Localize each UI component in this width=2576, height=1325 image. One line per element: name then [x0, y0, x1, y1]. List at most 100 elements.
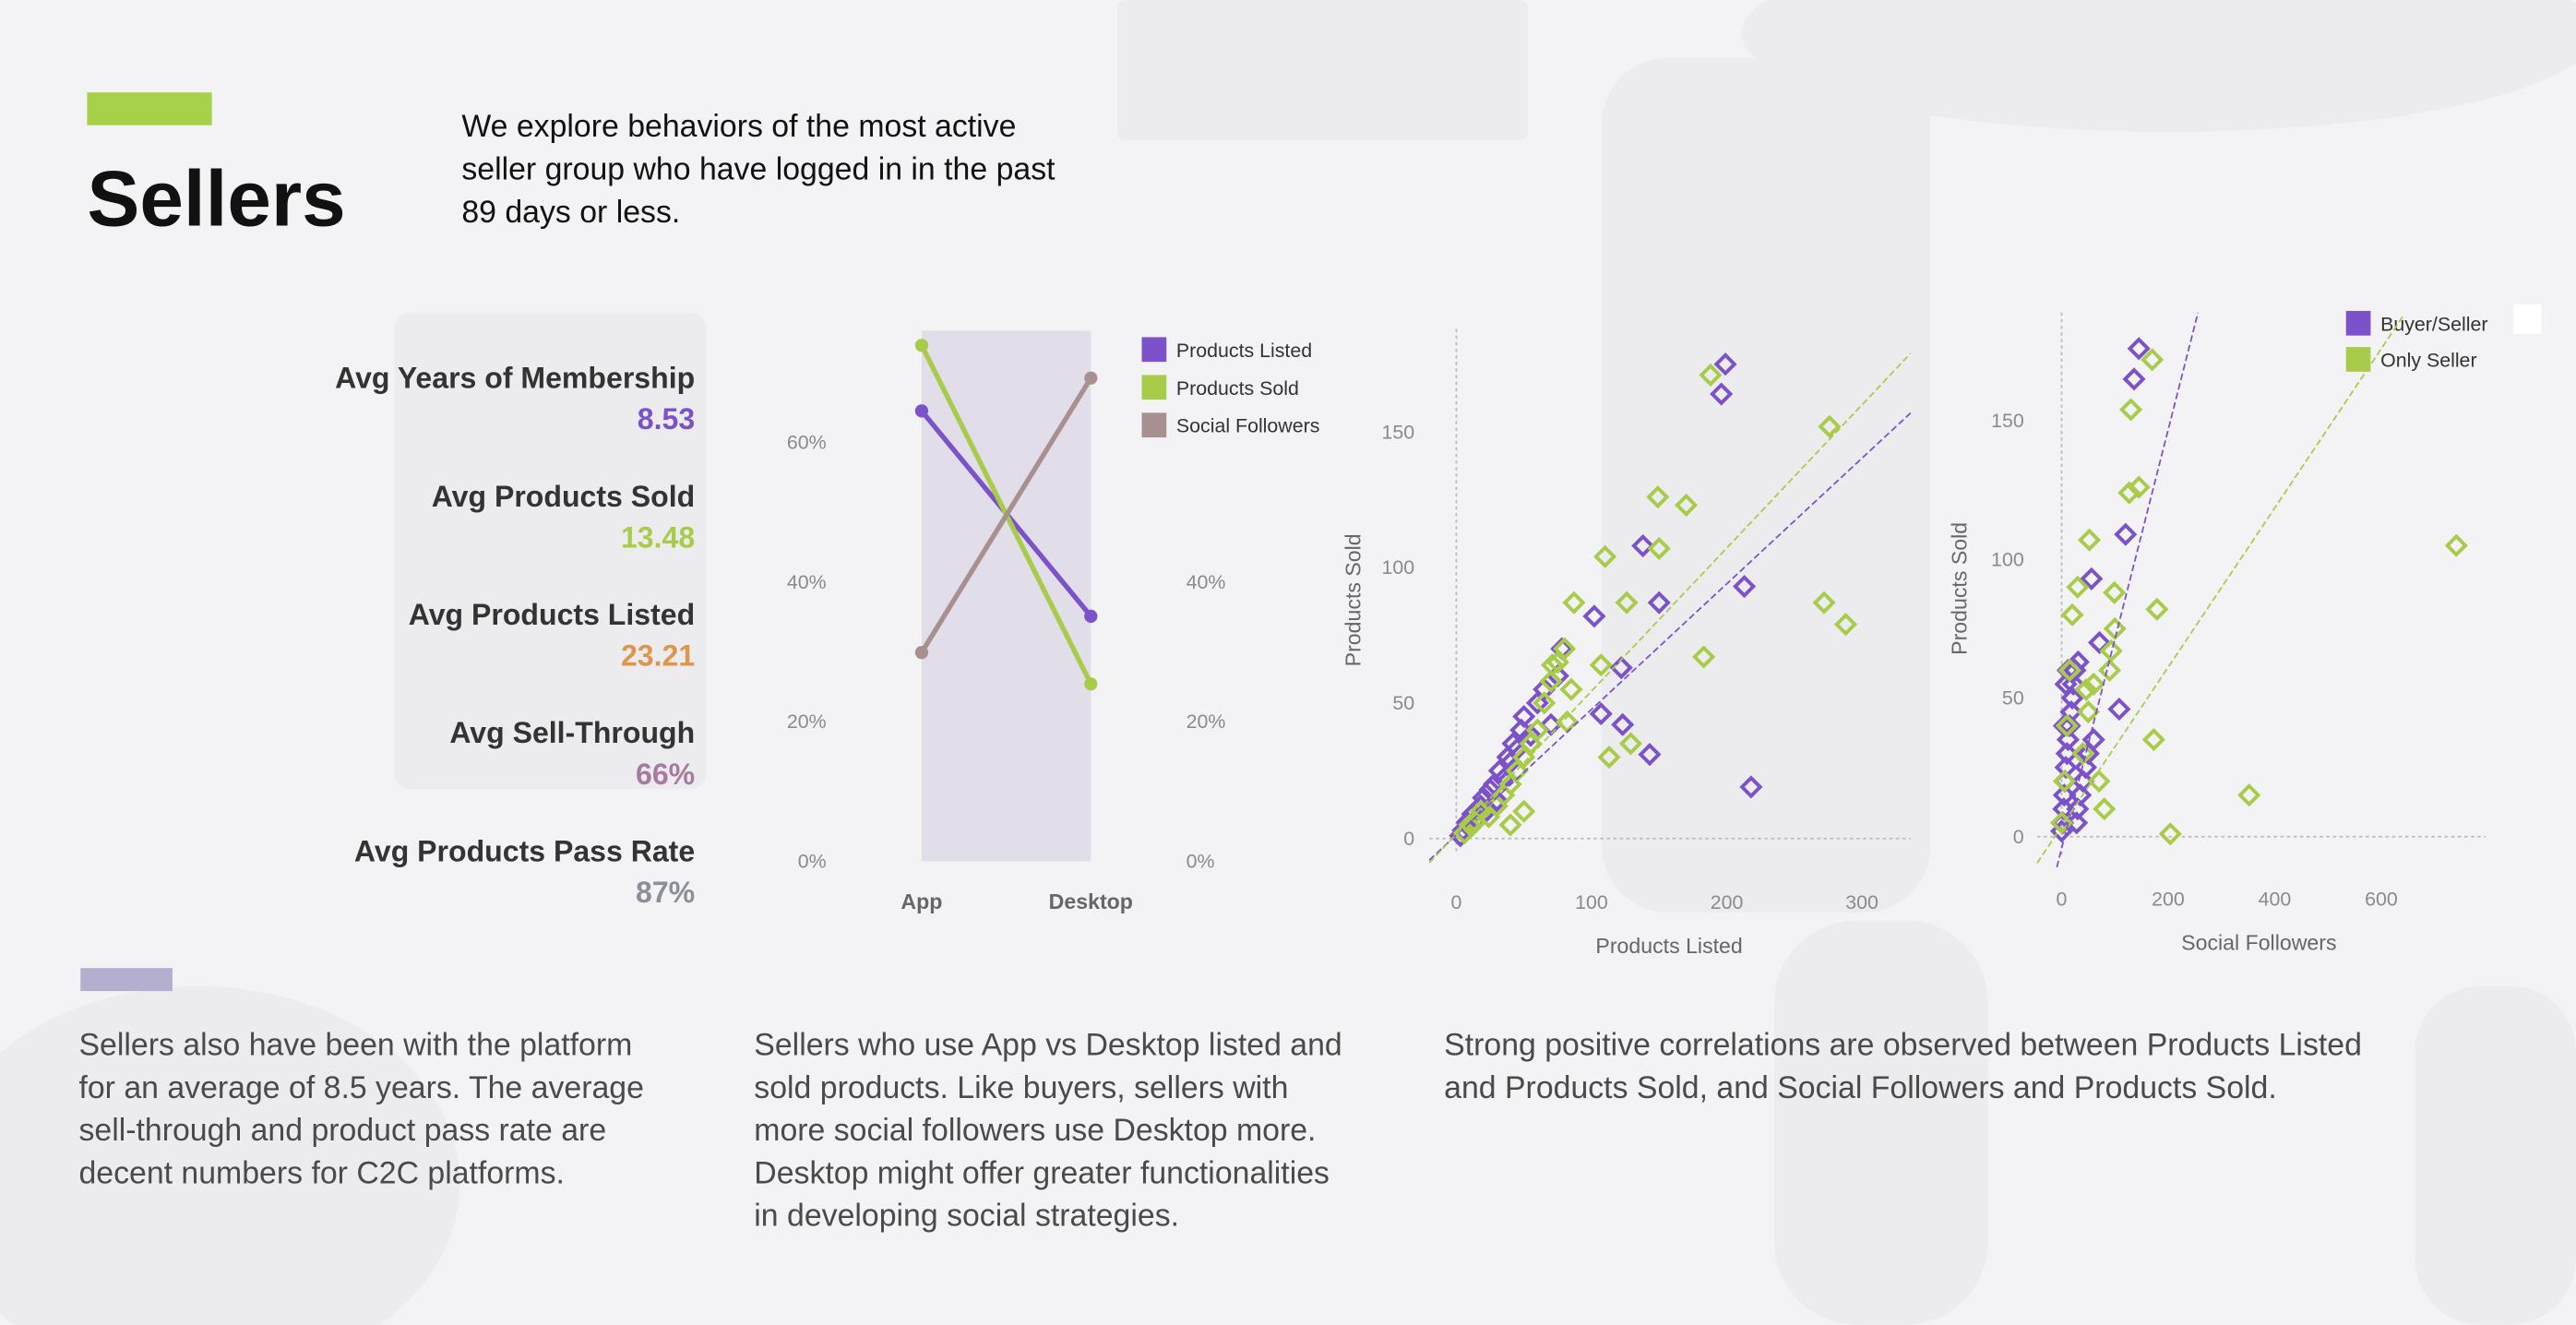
point: [1818, 414, 1842, 438]
trend-line: [1428, 412, 1912, 861]
point: [2158, 822, 2182, 846]
point: [1618, 732, 1643, 756]
point: [2056, 728, 2081, 752]
point: [1498, 813, 1522, 837]
paragraphs: Sellers also have been with the platform…: [78, 1028, 2361, 1234]
point: [1631, 533, 1655, 558]
legend-label: Social Followers: [1176, 415, 1320, 437]
x-tick-label: 0: [2057, 889, 2068, 911]
point: [1739, 775, 1763, 799]
charts: 0% 20% 40% 60% 0% 20% 40% App Desktop Products Li…: [787, 304, 2542, 958]
point: [2097, 658, 2122, 683]
point: [1710, 382, 1734, 406]
point: [1532, 691, 1556, 715]
paragraph-line: sell-through and product pass rate are: [78, 1113, 606, 1148]
accent-bar: [80, 968, 173, 992]
point: [2066, 575, 2090, 599]
x-tick-label: 200: [1711, 891, 1744, 913]
kpi-value: 66%: [636, 758, 695, 791]
intro-line: 89 days or less.: [461, 195, 680, 230]
y-tick-label: 50: [2002, 687, 2024, 710]
x-axis-title: Social Followers: [2181, 931, 2336, 955]
y-tick-label: 0%: [798, 851, 827, 873]
point: [1539, 669, 1563, 693]
paragraph-line: decent numbers for C2C platforms.: [78, 1155, 564, 1190]
intro-line: seller group who have logged in in the p…: [461, 151, 1055, 186]
legend-swatch: [1141, 337, 1167, 363]
x-tick-label: 300: [1845, 891, 1878, 913]
point: [1833, 613, 1858, 637]
paragraph-line: Sellers also have been with the platform: [78, 1028, 632, 1063]
point: [1519, 723, 1543, 747]
point: [2103, 580, 2127, 604]
paragraph-line: Desktop might offer greater functionalit…: [754, 1155, 1330, 1190]
point: [2444, 533, 2468, 557]
y-tick-label: 100: [1381, 556, 1414, 579]
point: [1647, 591, 1671, 615]
point: [1509, 718, 1533, 742]
point: [2073, 756, 2098, 780]
point: [1589, 653, 1613, 677]
point: [2080, 567, 2104, 591]
x-tick-label: App: [900, 889, 942, 913]
point: [914, 339, 929, 352]
point: [2237, 783, 2261, 807]
legend-swatch: [1141, 412, 1167, 438]
legend-label: Products Listed: [1176, 340, 1312, 362]
legend-label: Buyer/Seller: [2380, 313, 2487, 335]
x-tick-label: 0: [1450, 891, 1461, 913]
point: [2141, 728, 2165, 752]
paragraph-line: for an average of 8.5 years. The average: [78, 1070, 643, 1105]
point: [1733, 574, 1757, 599]
point: [2117, 481, 2141, 505]
point: [2054, 672, 2078, 697]
kpi-value: 87%: [636, 876, 695, 909]
legend-swatch: [1141, 375, 1167, 400]
point: [2087, 630, 2112, 654]
x-tick-label: 600: [2365, 889, 2398, 911]
point: [2118, 398, 2143, 422]
point: [2057, 658, 2081, 683]
point: [2055, 742, 2079, 766]
point: [2141, 348, 2165, 372]
point: [1084, 609, 1098, 623]
point: [2060, 603, 2084, 627]
point: [2087, 770, 2111, 794]
point: [2114, 522, 2138, 546]
point: [1713, 352, 1737, 376]
trend-line: [1428, 352, 1912, 864]
paragraph-line: more social followers use Desktop more.: [754, 1113, 1316, 1148]
y2-tick-label: 0%: [1187, 851, 1215, 873]
point: [2071, 770, 2095, 794]
y2-tick-label: 20%: [1187, 710, 1226, 733]
y-axis-title: Products Sold: [1947, 522, 1971, 655]
point: [914, 404, 929, 418]
point: [1692, 645, 1716, 669]
page-title: Sellers: [87, 155, 345, 243]
kpi-list: Avg Years of Membership 8.53 Avg Products …: [335, 362, 695, 909]
kpi-value: 23.21: [621, 639, 695, 673]
y-tick-label: 40%: [787, 571, 827, 593]
point: [2076, 699, 2100, 724]
kpi-value: 13.48: [621, 520, 695, 554]
point: [2052, 714, 2076, 738]
kpi-label: Avg Sell-Through: [449, 716, 695, 749]
paragraph-line: and Products Sold, and Social Followers …: [1444, 1070, 2277, 1105]
kpi-label: Avg Products Pass Rate: [354, 834, 695, 867]
point: [1638, 743, 1662, 767]
x-tick-label: 100: [1575, 891, 1608, 913]
accent-bar: [87, 92, 212, 125]
point: [1597, 746, 1621, 770]
trend-line: [2036, 315, 2404, 864]
point: [1084, 371, 1098, 385]
y-tick-label: 20%: [787, 710, 827, 733]
y-tick-label: 50: [1392, 692, 1414, 714]
point: [2081, 672, 2105, 697]
point: [1647, 536, 1671, 561]
point: [2055, 714, 2079, 738]
point: [2145, 597, 2169, 621]
point: [1699, 363, 1723, 388]
point: [1589, 702, 1613, 726]
